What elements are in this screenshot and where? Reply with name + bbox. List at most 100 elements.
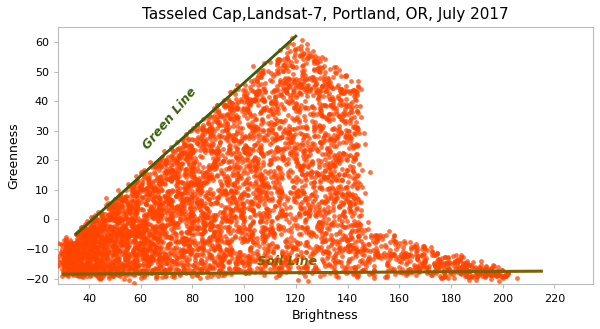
Point: [196, 184, 206, 189]
Point: [133, 191, 142, 196]
Point: [83, 232, 93, 237]
Point: [88, 263, 98, 268]
Point: [207, 143, 217, 148]
Point: [305, 89, 315, 94]
Point: [113, 265, 123, 270]
Point: [127, 233, 136, 238]
Point: [312, 147, 322, 153]
Point: [328, 162, 338, 167]
Point: [313, 124, 322, 130]
Point: [223, 217, 233, 222]
Point: [200, 139, 210, 144]
Point: [188, 268, 198, 274]
Point: [345, 231, 355, 237]
Point: [145, 221, 154, 226]
Point: [178, 137, 188, 142]
Point: [181, 186, 190, 191]
Point: [76, 268, 85, 274]
Point: [269, 267, 278, 272]
Point: [194, 252, 204, 257]
Point: [219, 103, 229, 109]
Point: [76, 272, 86, 278]
Point: [260, 272, 269, 277]
Point: [108, 201, 118, 207]
Point: [301, 216, 311, 222]
Point: [145, 175, 154, 181]
Point: [359, 247, 369, 253]
Point: [204, 113, 214, 118]
Point: [88, 256, 97, 261]
Point: [152, 188, 162, 193]
Point: [329, 238, 339, 243]
Point: [259, 86, 269, 91]
Point: [295, 125, 305, 130]
Point: [234, 249, 244, 255]
Point: [325, 146, 334, 151]
Point: [95, 258, 104, 264]
Point: [324, 187, 334, 192]
Point: [308, 92, 318, 97]
Point: [128, 255, 137, 260]
Point: [318, 124, 328, 129]
Point: [476, 271, 486, 277]
Point: [59, 265, 68, 270]
Point: [171, 183, 181, 188]
Point: [162, 190, 172, 195]
Point: [242, 96, 252, 101]
Point: [85, 261, 94, 266]
Point: [440, 266, 449, 271]
Point: [338, 91, 347, 96]
Point: [144, 229, 154, 234]
Point: [224, 177, 234, 182]
Point: [122, 239, 132, 244]
Point: [218, 113, 227, 118]
Point: [277, 261, 287, 266]
Point: [329, 213, 338, 218]
Point: [193, 224, 203, 229]
Point: [284, 129, 293, 135]
Point: [147, 211, 157, 216]
Point: [117, 224, 127, 229]
Point: [130, 238, 140, 243]
Point: [170, 223, 179, 229]
Point: [232, 106, 242, 111]
Point: [323, 204, 332, 210]
Point: [76, 268, 86, 273]
Point: [155, 223, 165, 228]
Point: [160, 204, 170, 209]
Point: [246, 125, 256, 130]
Point: [167, 212, 176, 217]
Point: [325, 112, 334, 117]
Point: [80, 240, 90, 246]
Point: [95, 230, 104, 235]
Point: [132, 263, 142, 268]
Point: [343, 243, 353, 249]
Point: [271, 203, 280, 209]
Point: [373, 235, 382, 240]
Point: [238, 257, 247, 263]
Point: [86, 223, 96, 228]
Point: [165, 198, 175, 203]
Point: [288, 177, 298, 182]
Point: [429, 253, 439, 258]
Point: [82, 262, 91, 267]
Point: [74, 248, 84, 253]
Point: [205, 263, 215, 268]
Point: [61, 259, 71, 264]
Point: [330, 70, 340, 75]
Point: [74, 250, 84, 255]
Point: [212, 146, 221, 151]
Point: [413, 257, 423, 263]
Point: [176, 250, 185, 255]
Point: [289, 199, 298, 204]
Point: [88, 228, 98, 234]
Point: [221, 219, 230, 224]
Point: [319, 261, 329, 266]
Point: [136, 240, 146, 245]
Point: [97, 258, 106, 263]
Point: [161, 223, 171, 228]
Point: [145, 210, 154, 215]
Point: [89, 236, 98, 241]
Point: [302, 224, 312, 229]
Point: [256, 108, 266, 114]
